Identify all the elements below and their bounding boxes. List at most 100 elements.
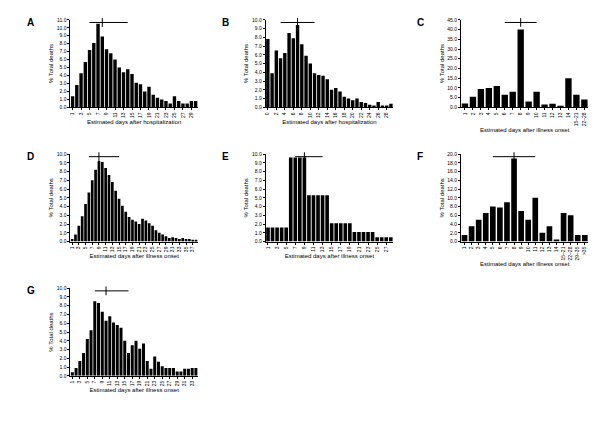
svg-text:Estimated days after illness o: Estimated days after illness onset xyxy=(285,253,375,259)
svg-text:4.0: 4.0 xyxy=(59,338,66,344)
svg-text:10: 10 xyxy=(525,246,531,252)
svg-text:9.0: 9.0 xyxy=(59,160,66,166)
svg-text:Estimated days after illness o: Estimated days after illness onset xyxy=(480,127,570,133)
svg-text:8: 8 xyxy=(511,246,517,249)
svg-text:3.0: 3.0 xyxy=(59,212,66,218)
svg-text:G: G xyxy=(27,285,35,296)
svg-text:2.0: 2.0 xyxy=(450,230,457,236)
svg-text:20.0: 20.0 xyxy=(447,151,457,157)
svg-text:1: 1 xyxy=(69,381,75,384)
svg-text:3.0: 3.0 xyxy=(255,78,262,84)
svg-text:18.0: 18.0 xyxy=(447,160,457,166)
svg-text:% Total deaths: % Total deaths xyxy=(439,178,445,217)
svg-text:Estimated days after illness o: Estimated days after illness onset xyxy=(89,387,179,393)
svg-text:9.0: 9.0 xyxy=(255,160,262,166)
svg-text:3: 3 xyxy=(475,246,481,249)
svg-text:0.0: 0.0 xyxy=(59,104,66,110)
svg-text:7.0: 7.0 xyxy=(255,177,262,183)
svg-text:Estimated days after hospitali: Estimated days after hospitalization xyxy=(87,119,181,125)
svg-text:4: 4 xyxy=(281,112,287,115)
svg-text:15.0: 15.0 xyxy=(447,75,457,81)
svg-text:19: 19 xyxy=(146,112,152,118)
svg-text:29–35: 29–35 xyxy=(574,246,580,260)
svg-text:E: E xyxy=(222,151,229,162)
svg-text:25: 25 xyxy=(374,246,380,252)
svg-text:5: 5 xyxy=(86,112,92,115)
svg-text:27: 27 xyxy=(166,381,172,387)
svg-text:11: 11 xyxy=(112,112,118,117)
svg-text:29: 29 xyxy=(188,112,194,118)
svg-text:14: 14 xyxy=(553,246,559,252)
svg-text:5: 5 xyxy=(493,112,499,115)
svg-text:1.0: 1.0 xyxy=(59,230,66,236)
svg-text:Estimated days after hospitali: Estimated days after hospitalization xyxy=(282,119,376,125)
svg-text:18: 18 xyxy=(341,112,347,118)
svg-text:14: 14 xyxy=(565,112,571,118)
svg-text:4.0: 4.0 xyxy=(255,69,262,75)
svg-text:11: 11 xyxy=(102,246,108,251)
svg-text:15: 15 xyxy=(129,112,135,118)
svg-text:2.0: 2.0 xyxy=(59,221,66,227)
svg-text:23: 23 xyxy=(151,381,157,387)
svg-text:F: F xyxy=(417,151,423,162)
svg-text:15–21: 15–21 xyxy=(560,246,566,260)
svg-text:35: 35 xyxy=(183,246,189,252)
svg-text:10.0: 10.0 xyxy=(57,285,67,291)
svg-text:25.0: 25.0 xyxy=(447,55,457,61)
svg-text:0.0: 0.0 xyxy=(255,238,262,244)
svg-text:22–28: 22–28 xyxy=(567,246,573,260)
svg-text:10.0: 10.0 xyxy=(252,17,262,23)
svg-text:1.0: 1.0 xyxy=(255,95,262,101)
svg-text:31: 31 xyxy=(181,381,187,387)
svg-text:20.0: 20.0 xyxy=(447,65,457,71)
svg-text:D: D xyxy=(27,151,34,162)
svg-text:23: 23 xyxy=(142,246,148,252)
svg-text:17: 17 xyxy=(337,246,343,252)
svg-text:26: 26 xyxy=(375,112,381,118)
svg-text:1: 1 xyxy=(265,246,271,249)
svg-text:3: 3 xyxy=(78,112,84,115)
svg-text:15: 15 xyxy=(121,381,127,387)
svg-text:17: 17 xyxy=(129,381,135,387)
svg-text:5: 5 xyxy=(84,381,90,384)
svg-text:Estimated days after illness o: Estimated days after illness onset xyxy=(89,253,179,259)
svg-text:16.0: 16.0 xyxy=(447,168,457,174)
svg-text:7: 7 xyxy=(91,381,97,384)
svg-text:24: 24 xyxy=(366,112,372,118)
svg-text:3.0: 3.0 xyxy=(59,346,66,352)
svg-text:29: 29 xyxy=(174,381,180,387)
svg-text:7.0: 7.0 xyxy=(59,311,66,317)
svg-text:20: 20 xyxy=(349,112,355,118)
svg-text:0: 0 xyxy=(264,112,270,115)
svg-text:35.0: 35.0 xyxy=(447,36,457,42)
svg-text:12: 12 xyxy=(549,112,555,118)
svg-text:8: 8 xyxy=(517,112,523,115)
svg-text:3.0: 3.0 xyxy=(255,212,262,218)
svg-text:29: 29 xyxy=(163,246,169,252)
svg-text:15: 15 xyxy=(328,246,334,252)
svg-text:A: A xyxy=(27,17,34,28)
svg-text:2.0: 2.0 xyxy=(59,355,66,361)
svg-text:6.0: 6.0 xyxy=(59,56,66,62)
svg-text:2.0: 2.0 xyxy=(255,87,262,93)
svg-text:3: 3 xyxy=(274,246,280,249)
svg-text:1.0: 1.0 xyxy=(59,364,66,370)
svg-text:8.0: 8.0 xyxy=(255,168,262,174)
svg-text:27: 27 xyxy=(383,246,389,252)
svg-text:10: 10 xyxy=(307,112,313,118)
svg-text:0.0: 0.0 xyxy=(59,238,66,244)
svg-text:25: 25 xyxy=(159,381,165,387)
svg-text:11: 11 xyxy=(532,246,538,251)
svg-text:3: 3 xyxy=(76,381,82,384)
svg-text:6.0: 6.0 xyxy=(255,52,262,58)
svg-text:>35: >35 xyxy=(581,246,587,255)
svg-text:10.0: 10.0 xyxy=(57,25,67,31)
svg-text:9.0: 9.0 xyxy=(59,294,66,300)
svg-text:1: 1 xyxy=(462,112,468,115)
svg-text:19: 19 xyxy=(346,246,352,252)
svg-text:8: 8 xyxy=(298,112,304,115)
svg-text:5.0: 5.0 xyxy=(59,64,66,70)
svg-text:% Total deaths: % Total deaths xyxy=(48,44,54,83)
svg-text:5.0: 5.0 xyxy=(450,94,457,100)
svg-text:12: 12 xyxy=(539,246,545,252)
